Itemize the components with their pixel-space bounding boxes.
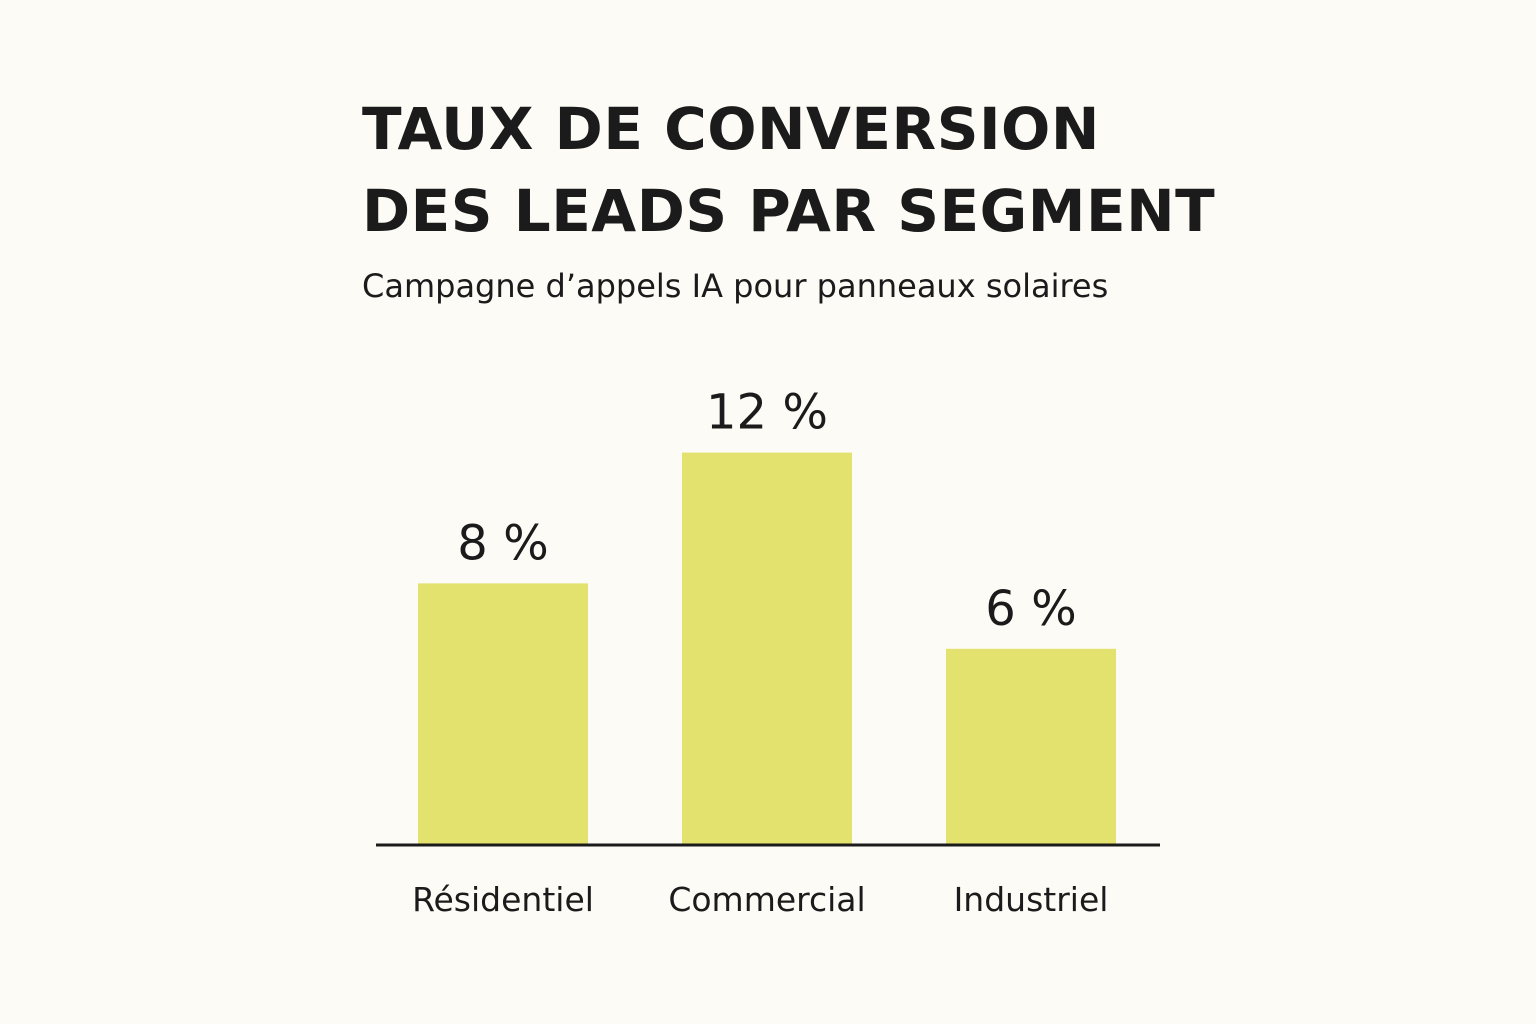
value-label-residentiel: 8 % xyxy=(457,515,548,571)
value-label-industriel: 6 % xyxy=(985,581,1076,637)
category-labels-group: Résidentiel Commercial Industriel xyxy=(412,880,1108,919)
chart-title-line-1: TAUX DE CONVERSION xyxy=(362,95,1100,163)
bar-commercial xyxy=(682,452,852,845)
chart-title-line-2: DES LEADS PAR SEGMENT xyxy=(362,177,1216,245)
category-label-residentiel: Résidentiel xyxy=(412,880,594,919)
category-label-commercial: Commercial xyxy=(668,880,865,919)
bar-residentiel xyxy=(418,583,588,845)
category-label-industriel: Industriel xyxy=(954,880,1109,919)
bars-group xyxy=(418,452,1116,845)
value-labels-group: 8 % 12 % 6 % xyxy=(457,385,1076,637)
value-label-commercial: 12 % xyxy=(706,385,828,441)
chart-subtitle: Campagne d’appels IA pour panneaux solai… xyxy=(362,267,1109,305)
chart-title: TAUX DE CONVERSION DES LEADS PAR SEGMENT xyxy=(362,88,1215,252)
bar-industriel xyxy=(946,648,1116,845)
